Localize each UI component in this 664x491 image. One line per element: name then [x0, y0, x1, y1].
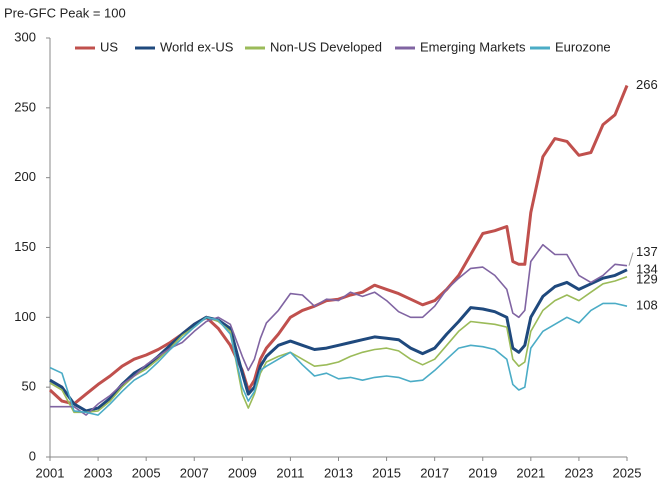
- end-label: 266: [636, 77, 658, 92]
- end-label: 108: [636, 298, 658, 313]
- y-axis-label: Pre-GFC Peak = 100: [4, 5, 126, 20]
- x-tick-label: 2023: [564, 465, 593, 480]
- legend-label: Non-US Developed: [270, 39, 382, 54]
- x-tick-label: 2017: [420, 465, 449, 480]
- series-line: [49, 276, 628, 414]
- end-label: 134: [636, 261, 658, 276]
- series-line: [49, 268, 628, 413]
- y-tick-label: 200: [14, 169, 36, 184]
- series-line: [48, 84, 629, 406]
- y-tick-label: 250: [14, 99, 36, 114]
- series-line: [50, 243, 628, 416]
- legend-label: Eurozone: [555, 39, 611, 54]
- series-line: [49, 302, 628, 416]
- x-tick-label: 2005: [132, 465, 161, 480]
- leader-line: [628, 252, 634, 266]
- x-tick-label: 2011: [276, 465, 304, 480]
- end-label: 129: [636, 271, 658, 286]
- end-label: 137: [636, 244, 658, 259]
- x-tick-label: 2007: [180, 465, 209, 480]
- legend-label: US: [100, 39, 118, 54]
- y-tick-label: 0: [29, 448, 36, 463]
- y-tick-label: 150: [14, 239, 36, 254]
- x-tick-label: 2015: [372, 465, 401, 480]
- x-tick-label: 2003: [84, 465, 113, 480]
- y-tick-label: 100: [14, 309, 36, 324]
- x-tick-label: 2021: [516, 465, 545, 480]
- y-tick-label: 300: [14, 29, 36, 44]
- legend-label: Emerging Markets: [420, 39, 526, 54]
- x-tick-label: 2013: [324, 465, 353, 480]
- x-tick-label: 2009: [228, 465, 257, 480]
- x-tick-label: 2025: [613, 465, 642, 480]
- legend-label: World ex-US: [160, 39, 234, 54]
- x-tick-label: 2019: [468, 465, 497, 480]
- y-tick-label: 50: [22, 379, 36, 394]
- x-tick-label: 2001: [36, 465, 65, 480]
